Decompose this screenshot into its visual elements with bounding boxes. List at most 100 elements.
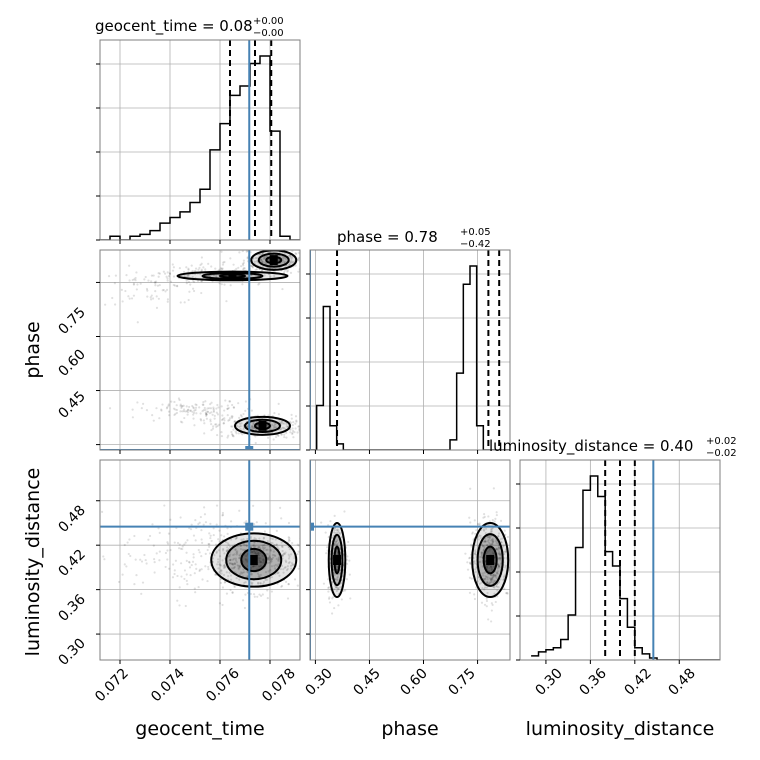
sample-point (282, 553, 285, 556)
sample-point (226, 548, 229, 552)
sample-point (252, 564, 255, 568)
xtick-luminosity-distance-3: 0.48 (665, 666, 698, 699)
sample-point (254, 435, 257, 438)
sample-point (488, 541, 491, 544)
sample-point (192, 280, 196, 283)
sample-point (251, 581, 254, 585)
panel-content (310, 460, 515, 660)
sample-point (230, 562, 234, 565)
sample-point (333, 571, 336, 574)
ylabel-luminosity-distance: luminosity_distance (22, 468, 44, 657)
sample-point (283, 422, 286, 425)
title-geocent-time-sup: +0.00 (253, 16, 284, 27)
sample-point (228, 562, 231, 565)
sample-point (290, 567, 293, 570)
sample-point (166, 406, 169, 409)
sample-point (276, 565, 279, 568)
sample-point (232, 263, 235, 266)
sample-point (274, 538, 277, 541)
sample-point (221, 586, 225, 589)
sample-point (158, 272, 161, 275)
sample-point (470, 577, 473, 580)
sample-point (238, 564, 242, 567)
sample-point (165, 275, 168, 278)
sample-point (486, 540, 489, 543)
sample-point (272, 426, 276, 429)
sample-point (474, 532, 477, 535)
sample-point (491, 541, 494, 544)
sample-point (149, 296, 152, 299)
sample-point (316, 569, 318, 571)
sample-point (251, 425, 254, 428)
sample-point (230, 425, 233, 428)
sample-point (258, 253, 261, 256)
panel-frame (519, 459, 721, 661)
sample-point (237, 432, 240, 435)
sample-point (304, 561, 306, 563)
sample-point (289, 254, 292, 257)
sample-point (258, 282, 261, 285)
sample-point (256, 424, 259, 427)
sample-point (479, 555, 482, 559)
sample-point (210, 428, 213, 432)
sample-point (513, 575, 515, 577)
sample-point (482, 528, 485, 531)
sample-point (492, 574, 495, 577)
sample-point (489, 530, 493, 533)
sample-point (263, 261, 267, 264)
sample-point (297, 544, 300, 547)
sample-point (491, 543, 494, 546)
sample-point (230, 562, 233, 565)
sample-point (496, 589, 499, 592)
sample-point (282, 552, 286, 555)
sample-point (241, 250, 244, 253)
sample-point (155, 295, 158, 298)
sample-point (176, 599, 179, 602)
title-geocent-time: geocent_time = 0.08 (95, 17, 253, 36)
sample-point (490, 620, 493, 623)
xlabel-geocent-time: geocent_time (135, 718, 264, 740)
sample-point (262, 583, 265, 586)
sample-point (252, 427, 255, 431)
sample-point (489, 542, 492, 546)
sample-point (266, 597, 269, 600)
sample-point (292, 563, 295, 566)
sample-point (239, 422, 242, 426)
sample-point (240, 572, 244, 575)
sample-point (470, 545, 473, 548)
ytick-phase-3: 0.75 (55, 305, 88, 338)
sample-point (221, 603, 224, 607)
panel-frame (99, 459, 301, 661)
sample-point (511, 568, 513, 570)
sample-point (222, 422, 226, 425)
sample-point (262, 536, 266, 539)
sample-point (239, 547, 243, 551)
sample-point (199, 273, 202, 276)
sample-point (239, 571, 243, 574)
sample-point (263, 530, 266, 533)
sample-point (234, 563, 237, 566)
sample-point (306, 262, 308, 264)
sample-point (244, 400, 247, 403)
sample-point (288, 261, 292, 264)
sample-point (203, 513, 207, 516)
sample-point (215, 425, 218, 429)
sample-point (179, 403, 182, 406)
sample-point (231, 591, 234, 594)
sample-point (136, 401, 139, 404)
sample-point (152, 544, 155, 547)
sample-point (492, 574, 495, 578)
sample-point (183, 569, 187, 572)
sample-point (220, 283, 223, 286)
sample-point (223, 565, 226, 568)
sample-point (199, 417, 202, 421)
sample-point (219, 564, 222, 567)
sample-point (219, 563, 222, 566)
sample-point (294, 427, 297, 430)
sample-point (200, 555, 203, 558)
sample-point (237, 402, 240, 405)
sample-point (262, 547, 265, 550)
sample-point (198, 266, 201, 269)
sample-point (252, 544, 255, 547)
sample-point (228, 400, 232, 403)
